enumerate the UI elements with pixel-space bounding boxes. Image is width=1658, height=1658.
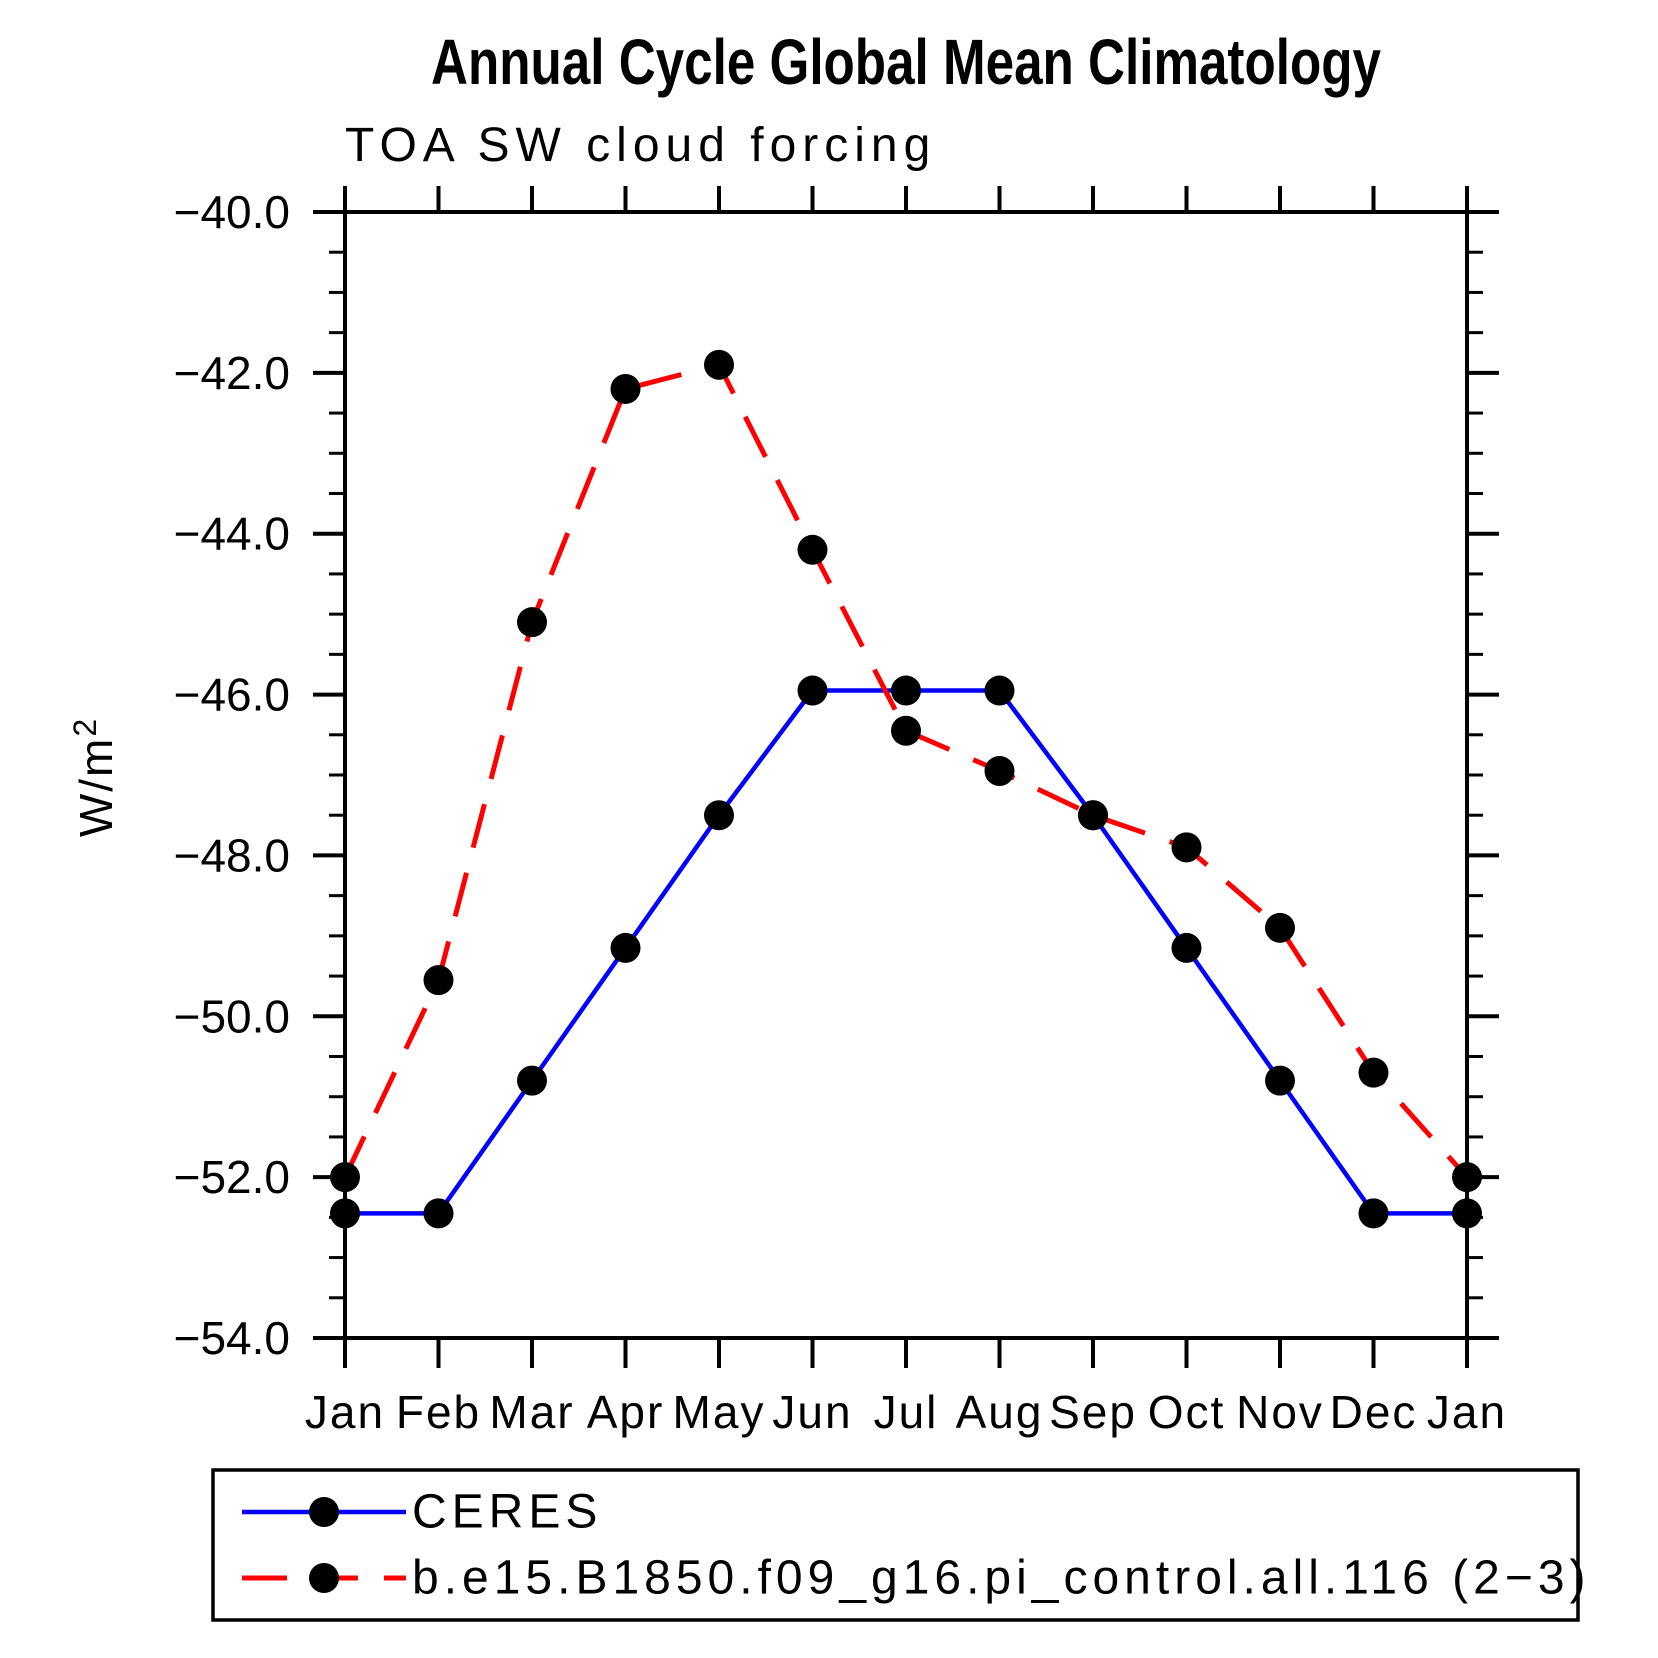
series-0-marker bbox=[1265, 1065, 1295, 1096]
series-1-marker bbox=[1358, 1057, 1389, 1088]
legend-label-model: b.e15.B1850.f09_g16.pi_control.all.116 (… bbox=[412, 1552, 1591, 1605]
x-tick-label: Oct bbox=[1148, 1386, 1226, 1438]
x-tick-label: Aug bbox=[956, 1386, 1044, 1438]
x-tick-label: May bbox=[673, 1386, 766, 1438]
legend-box bbox=[211, 1468, 1580, 1622]
x-tick-label: Nov bbox=[1236, 1386, 1324, 1438]
x-tick-label: Dec bbox=[1330, 1386, 1418, 1438]
x-tick-label: Jul bbox=[874, 1386, 939, 1438]
series-1-marker bbox=[984, 755, 1015, 786]
plot-box bbox=[343, 210, 1469, 1340]
series-1-marker bbox=[610, 373, 641, 404]
x-tick-label: Apr bbox=[587, 1386, 665, 1438]
y-tick-label: −52.0 bbox=[174, 1151, 290, 1203]
series-0-marker bbox=[1452, 1198, 1482, 1229]
y-tick-label: −42.0 bbox=[174, 347, 290, 399]
y-tick-label: −40.0 bbox=[174, 186, 290, 238]
series-0-marker bbox=[891, 675, 921, 706]
series-1-marker bbox=[797, 534, 828, 565]
y-tick-label: −54.0 bbox=[174, 1312, 290, 1364]
series-0-marker bbox=[1171, 932, 1202, 963]
y-axis-unit-label: W/m2 bbox=[67, 717, 122, 837]
series-0-marker bbox=[797, 675, 828, 706]
y-tick-label: −48.0 bbox=[174, 829, 290, 881]
chart-text: Annual Cycle Global Mean Climatology TOA… bbox=[67, 28, 1591, 1605]
series-1-marker bbox=[423, 965, 454, 996]
series-0-marker bbox=[984, 675, 1015, 706]
series-0-marker bbox=[330, 1198, 360, 1229]
plot-frame bbox=[343, 210, 1469, 1340]
series-1-marker bbox=[891, 715, 921, 746]
series-0-marker bbox=[423, 1198, 454, 1229]
legend-marker-0 bbox=[309, 1497, 339, 1527]
x-tick-label: Jan bbox=[305, 1386, 385, 1438]
y-axis-unit-base: W/m bbox=[70, 737, 122, 838]
legend-samples bbox=[211, 1468, 1580, 1622]
legend-marker-1 bbox=[309, 1563, 339, 1593]
series-0-marker bbox=[517, 1065, 547, 1096]
x-tick-label: Jun bbox=[772, 1386, 852, 1438]
x-tick-label: Jan bbox=[1427, 1386, 1507, 1438]
x-tick-label: Sep bbox=[1049, 1386, 1137, 1438]
series-0-marker bbox=[1358, 1198, 1389, 1229]
x-tick-label: Mar bbox=[489, 1386, 574, 1438]
series-1-marker bbox=[1171, 832, 1202, 863]
y-axis-unit-exponent: 2 bbox=[67, 717, 103, 737]
series-line-0 bbox=[345, 688, 1467, 1216]
legend-label-ceres: CERES bbox=[412, 1486, 602, 1539]
chart-title: Annual Cycle Global Mean Climatology bbox=[431, 28, 1381, 99]
series-1-marker bbox=[1265, 912, 1295, 943]
y-tick-label: −46.0 bbox=[174, 669, 290, 721]
chart-subtitle: TOA SW cloud forcing bbox=[345, 119, 936, 172]
data-series bbox=[330, 349, 1482, 1229]
series-1-marker bbox=[1078, 800, 1108, 831]
series-line-1 bbox=[342, 361, 1469, 1179]
axis-tick-labels: −40.0 −42.0 −44.0 −46.0 −48.0 −50.0 −52.0 −54.0… bbox=[174, 186, 1507, 1438]
axis-ticks bbox=[313, 186, 1499, 1368]
series-1-marker bbox=[1452, 1162, 1482, 1193]
y-tick-label: −50.0 bbox=[174, 990, 290, 1042]
y-tick-label: −44.0 bbox=[174, 508, 290, 560]
series-1-marker bbox=[517, 607, 547, 638]
series-1-marker bbox=[330, 1162, 360, 1193]
series-1-marker bbox=[704, 349, 734, 380]
series-0-marker bbox=[704, 800, 734, 831]
series-0-marker bbox=[610, 932, 641, 963]
x-tick-label: Feb bbox=[396, 1386, 481, 1438]
